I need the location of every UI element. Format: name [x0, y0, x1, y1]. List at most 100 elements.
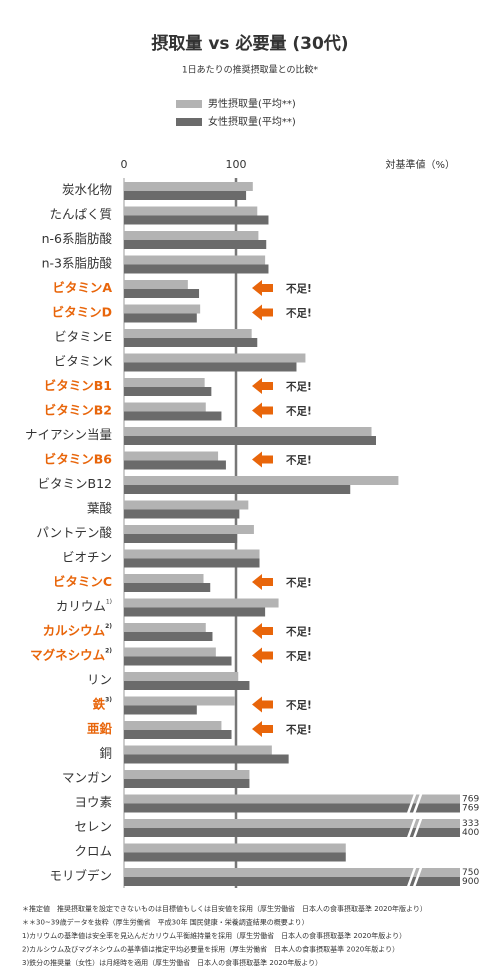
category-label: ナイアシン当量 — [25, 427, 112, 442]
category-name: カリウム — [56, 598, 106, 613]
bar — [124, 378, 205, 387]
category-label: ビタミンB6 — [44, 451, 113, 466]
category-name: クロム — [74, 843, 112, 858]
category-name: ヨウ素 — [74, 794, 112, 809]
category-label: ビタミンD — [52, 304, 112, 319]
flag-label: 不足! — [286, 308, 312, 320]
footnote: ＊推定値 推奨摂取量を設定できないものは目標値もしくは目安値を採用（厚生労働省 … — [22, 904, 427, 913]
flag-label: 不足! — [286, 626, 312, 638]
bar — [124, 338, 258, 347]
bar — [124, 476, 399, 485]
category-label: 葉酸 — [87, 500, 113, 515]
bar — [124, 436, 376, 445]
bar — [124, 362, 297, 372]
bar — [124, 754, 289, 764]
bar — [124, 280, 188, 289]
category-label: リン — [87, 672, 112, 687]
bar — [124, 451, 219, 461]
axis-break — [406, 864, 424, 888]
category-name: カルシウム — [43, 623, 106, 638]
category-name: 鉄 — [93, 696, 106, 711]
category-name: n-6系脂肪酸 — [42, 231, 113, 246]
bar — [124, 828, 460, 837]
category-label: ビタミンK — [54, 353, 113, 368]
category-name: ナイアシン当量 — [25, 427, 112, 442]
value-label: 750 — [462, 868, 479, 878]
bar — [124, 289, 200, 298]
legend-label: 男性摂取量(平均**) — [208, 97, 296, 110]
bar — [124, 647, 216, 657]
category-label: モリブデン — [49, 868, 112, 883]
footnote: 2)カルシウム及びマグネシウムの基準値は推定平均必要量を採用（厚生労働省 日本人… — [22, 945, 399, 954]
category-name: ビタミンA — [52, 280, 112, 295]
flag-label: 不足! — [286, 577, 312, 589]
category-label: ビタミンA — [52, 280, 112, 295]
flag-label: 不足! — [286, 406, 312, 418]
category-name: ビタミンB12 — [38, 476, 112, 491]
category-label: セレン — [74, 819, 112, 834]
bar — [124, 525, 254, 534]
category-name: リン — [87, 672, 112, 687]
category-note: 2) — [105, 623, 112, 630]
category-name: 亜鉛 — [87, 721, 113, 736]
bar — [124, 696, 235, 706]
category-label: ビタミンB2 — [44, 402, 112, 417]
category-label: 炭水化物 — [62, 182, 112, 197]
category-name: マグネシウム — [30, 647, 106, 662]
category-name: モリブデン — [49, 868, 112, 883]
bar — [124, 705, 197, 715]
category-name: セレン — [74, 819, 112, 834]
bar — [124, 427, 372, 436]
category-label: 銅 — [99, 745, 112, 760]
x-tick-label: 100 — [226, 158, 247, 171]
flag-arrow — [252, 304, 273, 321]
category-label: n-6系脂肪酸 — [42, 231, 113, 246]
bar — [124, 304, 201, 314]
category-label: n-3系脂肪酸 — [42, 255, 113, 270]
category-label: マグネシウム2) — [30, 647, 112, 662]
category-label: クロム — [74, 843, 112, 858]
bar — [124, 623, 206, 632]
footnote: 1)カリウムの基準値は安全率を見込んだカリウム平衡維持量を採用（厚生労働省 日本… — [22, 931, 406, 940]
bar — [124, 868, 460, 877]
bar — [124, 877, 460, 886]
flag-arrow — [252, 402, 273, 419]
bar — [124, 803, 460, 813]
bar — [124, 745, 272, 755]
bar — [124, 598, 279, 608]
flag-arrow — [252, 451, 273, 468]
category-name: 銅 — [99, 745, 112, 760]
category-name: ビタミンB1 — [44, 378, 112, 393]
category-label: ヨウ素 — [74, 794, 112, 809]
bar — [124, 313, 197, 323]
bar — [124, 583, 211, 592]
flag-arrow — [252, 647, 273, 664]
flag-arrow — [252, 623, 273, 639]
category-name: n-3系脂肪酸 — [42, 255, 113, 270]
bar — [124, 387, 212, 396]
bar — [124, 843, 346, 853]
bar — [124, 500, 249, 510]
category-label: ビタミンB12 — [38, 476, 112, 491]
category-note: 2) — [105, 647, 112, 654]
chart-subtitle: 1日あたりの推奨摂取量との比較* — [182, 64, 319, 76]
category-name: ビタミンB6 — [44, 451, 113, 466]
bar — [124, 681, 250, 690]
category-name: ビタミンC — [53, 574, 112, 589]
category-name: 炭水化物 — [62, 182, 112, 197]
bar — [124, 770, 250, 779]
bar — [124, 460, 226, 470]
bar — [124, 191, 247, 200]
category-label: 亜鉛 — [87, 721, 113, 736]
value-label: 769 — [462, 804, 479, 814]
bar — [124, 264, 269, 274]
flag-label: 不足! — [286, 651, 312, 663]
axis-break — [406, 815, 424, 839]
bar — [124, 672, 239, 681]
bar — [124, 509, 240, 519]
category-name: ビタミンK — [54, 353, 113, 368]
category-name: パントテン酸 — [36, 525, 112, 540]
value-label: 769 — [462, 795, 479, 805]
bar — [124, 574, 204, 583]
bar — [124, 206, 258, 216]
